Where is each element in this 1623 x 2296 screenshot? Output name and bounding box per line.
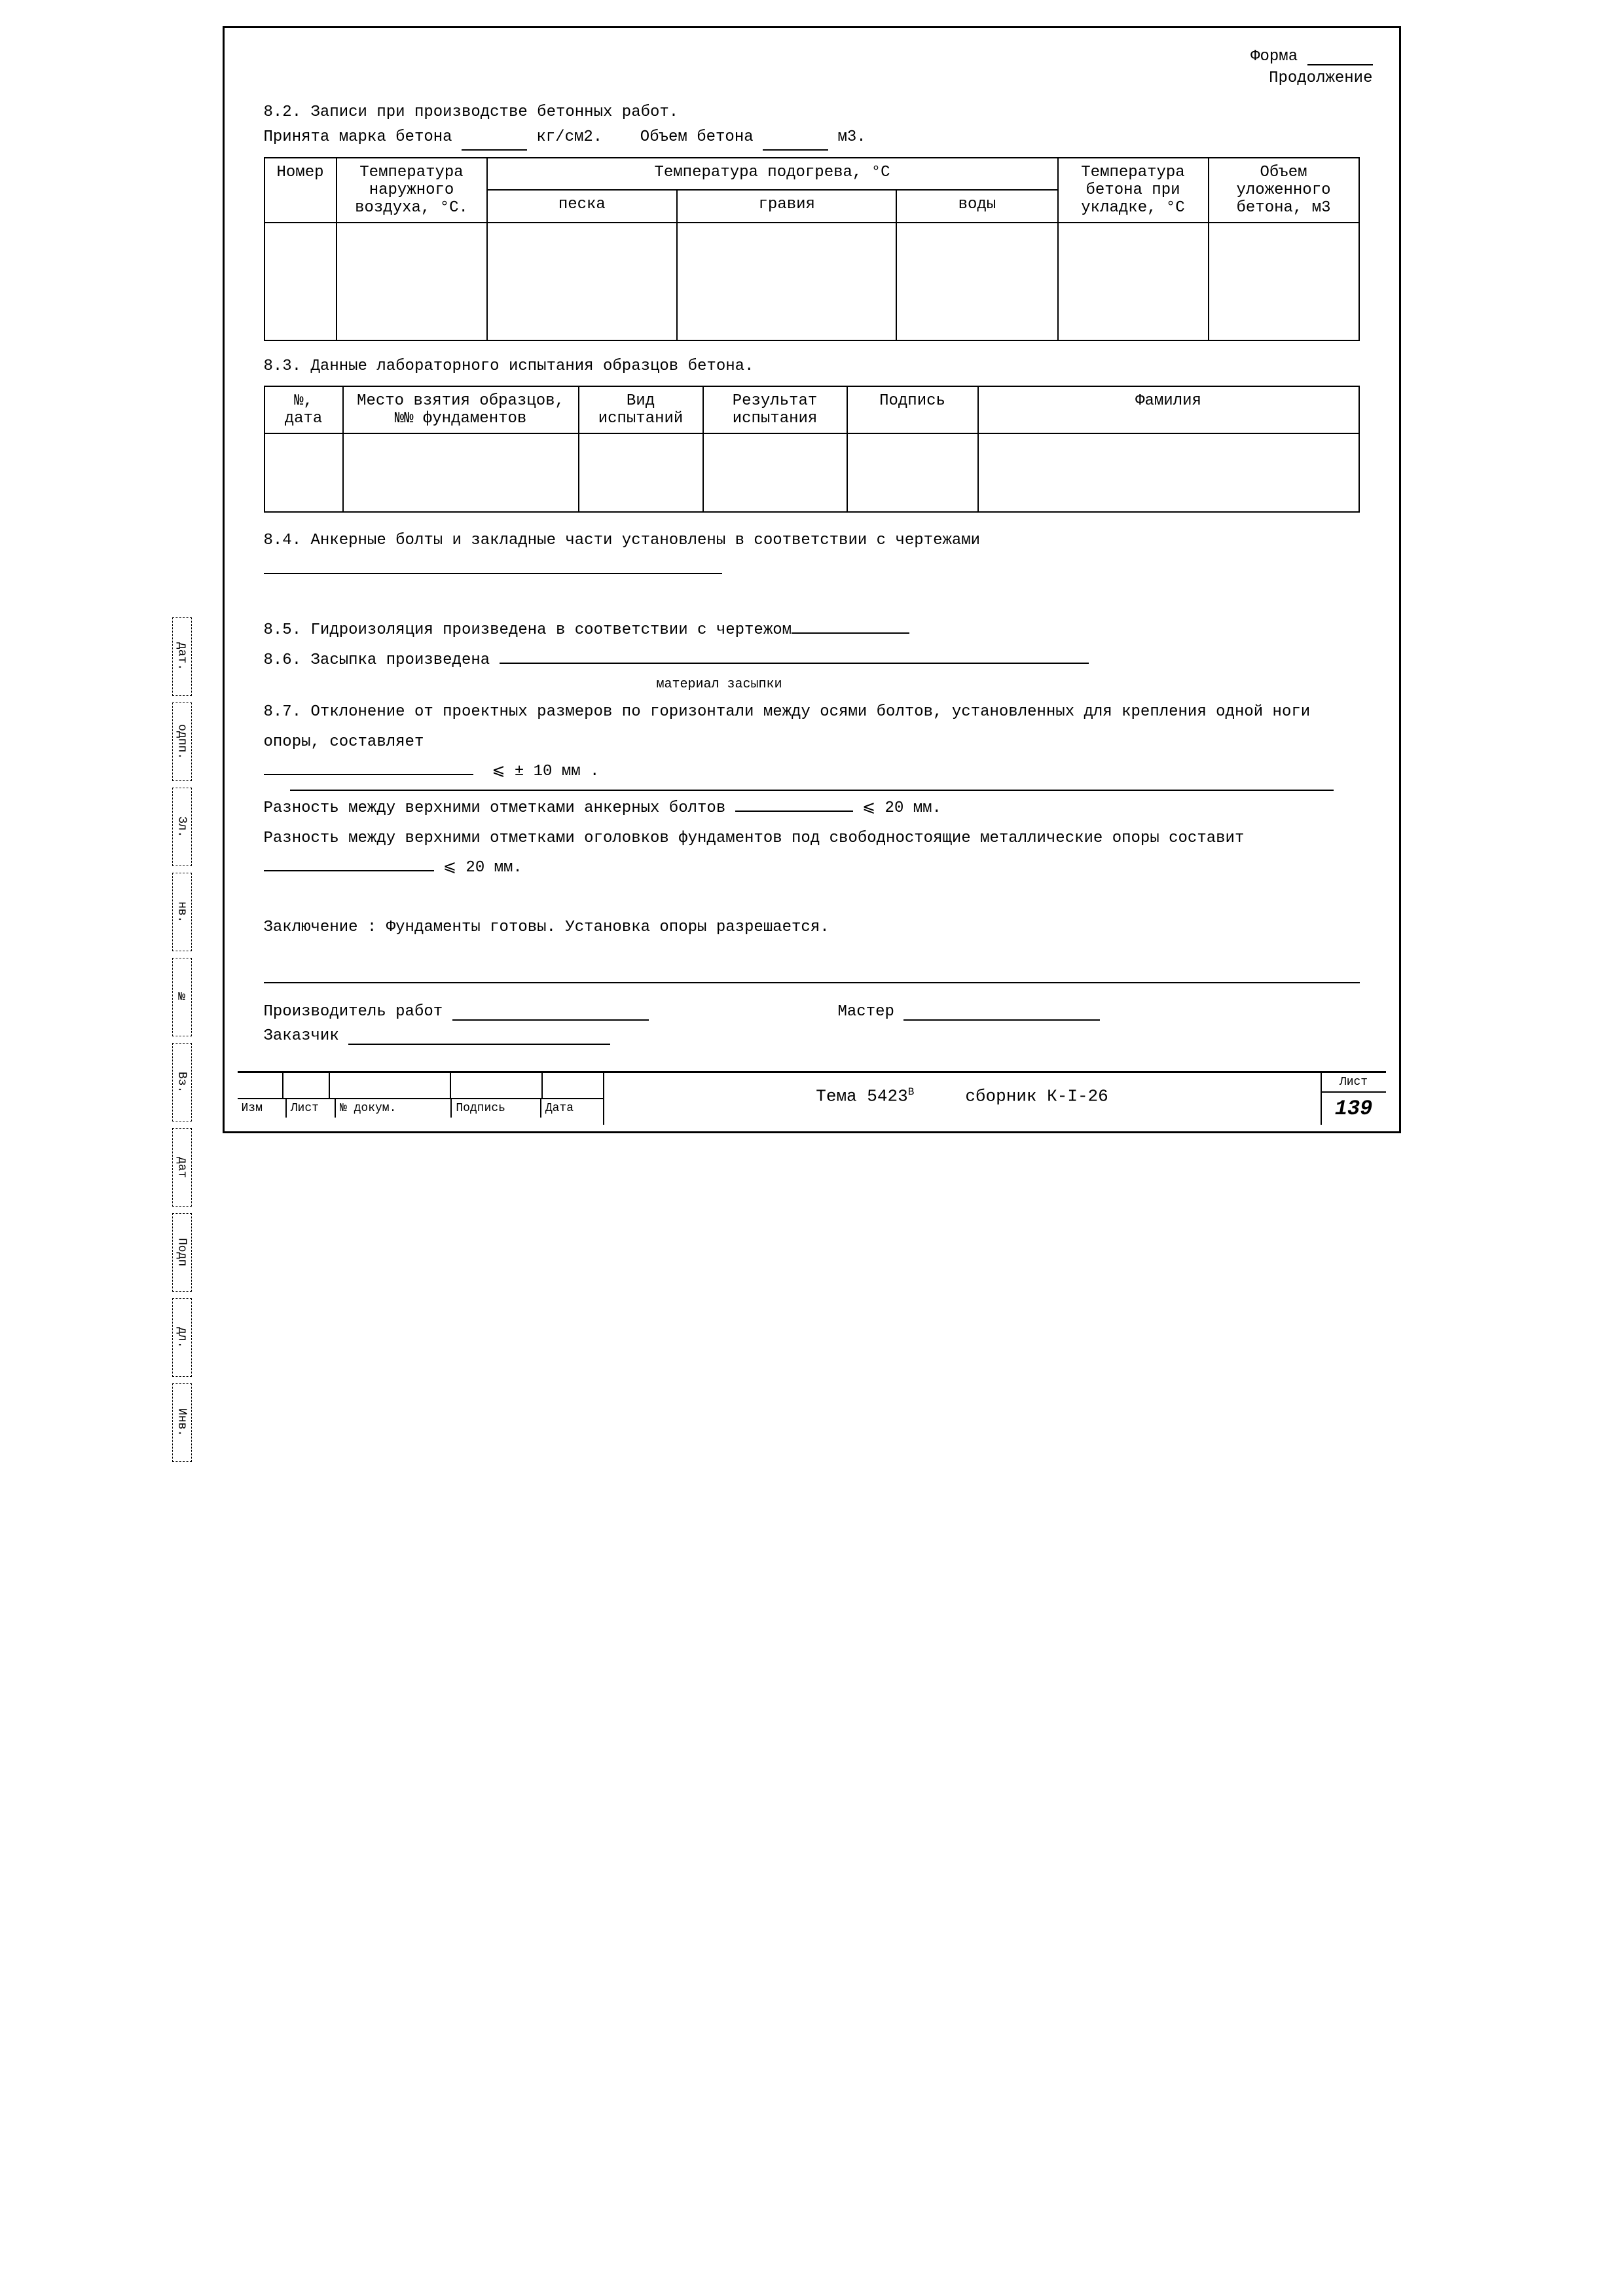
- tb-tema: Тема 5423: [816, 1087, 907, 1106]
- tb-right-label: Лист: [1322, 1073, 1386, 1093]
- t1-h1: Номер: [264, 158, 337, 223]
- header-continuation: Продолжение: [238, 69, 1373, 87]
- s86-caption: материал засыпки: [657, 672, 1360, 697]
- sig-producer: Производитель работ: [264, 1003, 443, 1021]
- t2-c4: Результат испытания: [703, 386, 847, 433]
- s87-l2: Разность между верхними отметками анкерн…: [264, 799, 726, 817]
- s87-l3: Разность между верхними отметками оголов…: [264, 829, 1245, 847]
- conclusion: Заключение : Фундаменты готовы. Установк…: [264, 913, 1360, 943]
- tb-date: Дата: [541, 1099, 603, 1118]
- stub-9: Инв.: [172, 1383, 192, 1462]
- t1-h5: Объем уложенного бетона, м3: [1209, 158, 1359, 223]
- t2-c6: Фамилия: [978, 386, 1359, 433]
- tb-izm: Изм: [238, 1099, 287, 1118]
- t2-c3: Вид испытаний: [579, 386, 703, 433]
- document-page: Форма Продолжение 8.2. Записи при произв…: [223, 26, 1401, 1133]
- stub-8: дл.: [172, 1298, 192, 1377]
- s82-unit: кг/см2.: [536, 128, 602, 146]
- stub-7: Подп: [172, 1213, 192, 1292]
- s87-blank2: [735, 811, 853, 812]
- t1-h3c: воды: [896, 190, 1057, 223]
- s87-l1lim: ⩽ ± 10 мм .: [492, 763, 599, 780]
- s84-blank: [264, 573, 722, 574]
- stub-6: дат: [172, 1128, 192, 1207]
- titleblock-right: Лист 139: [1321, 1073, 1386, 1125]
- s85-blank: [792, 632, 909, 634]
- sections-text-block: 8.4. Анкерные болты и закладные части ус…: [264, 526, 1360, 943]
- t1-h3a: песка: [487, 190, 678, 223]
- section-8-3: 8.3. Данные лабораторного испытания обра…: [264, 354, 1360, 379]
- binding-stubs: дат. одпп. Зл. нв. № Вз. дат Подп дл. Ин…: [172, 617, 211, 1468]
- titleblock-left: Изм Лист № докум. Подпись Дата: [238, 1073, 604, 1125]
- s86: 8.6. Засыпка произведена: [264, 651, 490, 669]
- s82-vol: Объем бетона: [640, 128, 754, 146]
- tb-tema-sup: В: [908, 1086, 915, 1098]
- s82-volunit: м3.: [837, 128, 866, 146]
- header-forma: Форма: [1250, 48, 1298, 65]
- t2-c5: Подпись: [847, 386, 978, 433]
- titleblock-mid: Тема 5423В сборник К-I-26: [604, 1073, 1321, 1125]
- t1-h3b: гравия: [677, 190, 896, 223]
- title-block: Изм Лист № докум. Подпись Дата Тема 5423…: [238, 1071, 1386, 1125]
- section-8-2: 8.2. Записи при производстве бетонных ра…: [264, 100, 1360, 151]
- t1-h4: Температура бетона при укладке, °С: [1058, 158, 1209, 223]
- stub-1: одпп.: [172, 702, 192, 781]
- tb-sbornik: сборник К-I-26: [965, 1087, 1108, 1106]
- s87-blank3: [264, 870, 434, 871]
- s86-blank: [500, 663, 1089, 664]
- stub-2: Зл.: [172, 788, 192, 866]
- header-block: Форма Продолжение: [238, 48, 1386, 87]
- tb-sign: Подпись: [452, 1099, 541, 1118]
- tb-list: Лист: [287, 1099, 336, 1118]
- signatures-row: Производитель работ Мастер: [264, 1003, 1360, 1021]
- tb-page-number: 139: [1322, 1093, 1386, 1125]
- s87-blank1: [264, 774, 473, 775]
- s82-prefix: Принята марка бетона: [264, 128, 452, 146]
- s87-l1: 8.7. Отклонение от проектных размеров по…: [264, 703, 1311, 751]
- t2-c2: Место взятия образцов, №№ фундаментов: [343, 386, 579, 433]
- t2-empty-row: [264, 433, 1359, 512]
- sig-master-line: [903, 1019, 1100, 1021]
- s82-blank2: [763, 149, 828, 151]
- s85: 8.5. Гидроизоляция произведена в соответ…: [264, 621, 792, 639]
- s84: 8.4. Анкерные болты и закладные части ус…: [264, 532, 981, 549]
- sig-master: Мастер: [838, 1003, 894, 1021]
- s87-l3lim: ⩽ 20 мм.: [443, 859, 522, 877]
- t1-h3: Температура подогрева, °С: [487, 158, 1058, 191]
- s87-l2lim: ⩽ 20 мм.: [862, 799, 941, 817]
- t1-empty-row: [264, 223, 1359, 340]
- forma-blank: [1307, 64, 1373, 65]
- s82-blank1: [462, 149, 527, 151]
- stub-4: №: [172, 958, 192, 1036]
- stub-5: Вз.: [172, 1043, 192, 1121]
- table-1: Номер Температура наружного воздуха, °С.…: [264, 157, 1360, 341]
- sig-producer-line: [452, 1019, 649, 1021]
- tb-docnum: № докум.: [336, 1099, 452, 1118]
- table-2: №, дата Место взятия образцов, №№ фундам…: [264, 386, 1360, 513]
- stub-0: дат.: [172, 617, 192, 696]
- t2-c1: №, дата: [264, 386, 343, 433]
- s82-title: 8.2. Записи при производстве бетонных ра…: [264, 100, 1360, 125]
- stub-3: нв.: [172, 873, 192, 951]
- sig-customer-line: [348, 1044, 610, 1045]
- t1-h2: Температура наружного воздуха, °С.: [337, 158, 487, 223]
- sig-customer: Заказчик: [264, 1027, 339, 1045]
